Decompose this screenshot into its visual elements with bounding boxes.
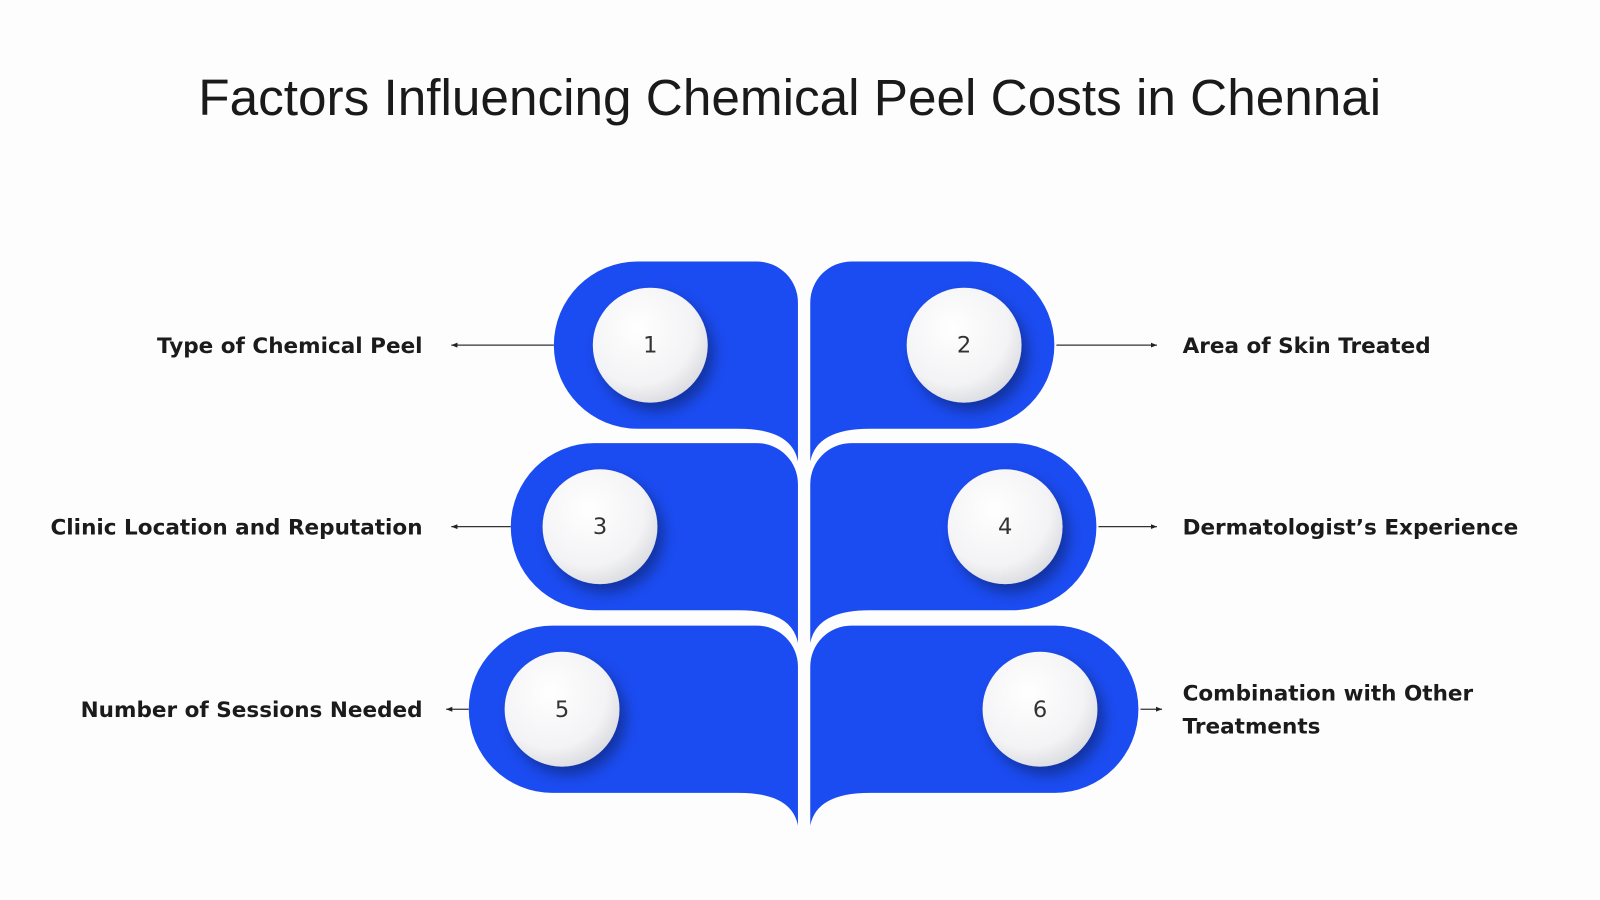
number-badge [592, 287, 708, 403]
number-badge [906, 287, 1022, 403]
number-text: 1 [643, 333, 657, 359]
number-badge [542, 469, 658, 585]
number-text: 6 [1033, 697, 1047, 723]
number-text: 2 [957, 333, 971, 359]
title: Factors Influencing Chemical Peel Costs … [198, 68, 1382, 127]
number-text: 5 [555, 697, 569, 723]
number-badge [947, 469, 1063, 585]
item-label: Clinic Location and Reputation [50, 514, 423, 539]
item-label: Dermatologist’s Experience [1182, 514, 1519, 539]
item-label: Number of Sessions Needed [80, 696, 423, 722]
item-label: Combination with Other Treatments [1182, 680, 1474, 738]
item-label: Area of Skin Treated [1182, 332, 1431, 358]
number-badge [504, 651, 620, 767]
number-text: 3 [593, 514, 607, 540]
number-text: 4 [998, 514, 1012, 540]
item-label: Type of Chemical Peel [157, 332, 423, 358]
number-badge [982, 651, 1098, 767]
